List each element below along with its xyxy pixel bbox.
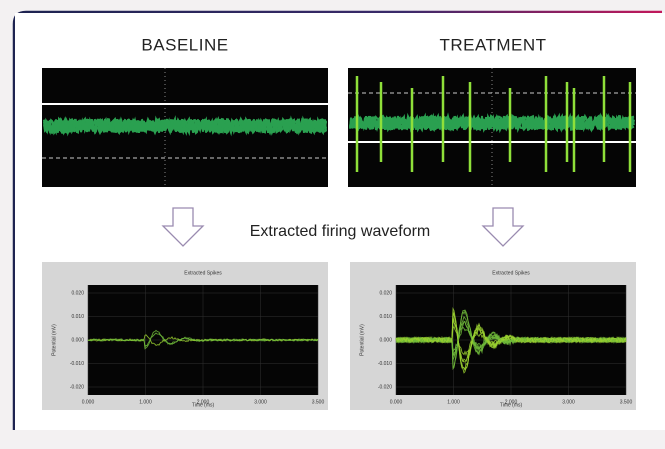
- panel-label: TREATMENT: [439, 35, 546, 54]
- y-tick-label: -0.020: [70, 384, 84, 390]
- x-tick-label: 2.000: [505, 399, 518, 405]
- y-tick-label: -0.010: [378, 361, 392, 367]
- y-tick-label: 0.000: [379, 337, 392, 343]
- caption: Extracted firing waveform: [250, 223, 431, 240]
- x-tick-label: 0.000: [390, 399, 403, 405]
- x-tick-label: 2.000: [197, 399, 210, 405]
- plot-title: Extracted Spikes: [492, 270, 530, 276]
- x-tick-label: 3.500: [312, 399, 325, 405]
- x-tick-label: 1.000: [139, 399, 152, 405]
- figure: BASELINE TREATMENT Extracted firing wave…: [0, 0, 665, 449]
- x-tick-label: 1.000: [447, 399, 460, 405]
- y-tick-label: 0.010: [71, 314, 84, 320]
- x-tick-label: 0.000: [82, 399, 95, 405]
- x-tick-label: 3.500: [620, 399, 633, 405]
- y-tick-label: -0.020: [378, 384, 392, 390]
- y-tick-label: -0.010: [70, 361, 84, 367]
- y-tick-label: 0.020: [379, 290, 392, 296]
- panel-label: BASELINE: [141, 35, 228, 54]
- y-tick-label: 0.010: [379, 314, 392, 320]
- y-label: Potential (mV): [359, 324, 365, 356]
- y-tick-label: 0.020: [71, 290, 84, 296]
- page: BASELINE TREATMENT Extracted firing wave…: [0, 0, 665, 449]
- plot-title: Extracted Spikes: [184, 270, 222, 276]
- x-tick-label: 3.000: [562, 399, 575, 405]
- y-tick-label: 0.000: [71, 337, 84, 343]
- x-tick-label: 3.000: [254, 399, 267, 405]
- y-label: Potential (mV): [51, 324, 57, 356]
